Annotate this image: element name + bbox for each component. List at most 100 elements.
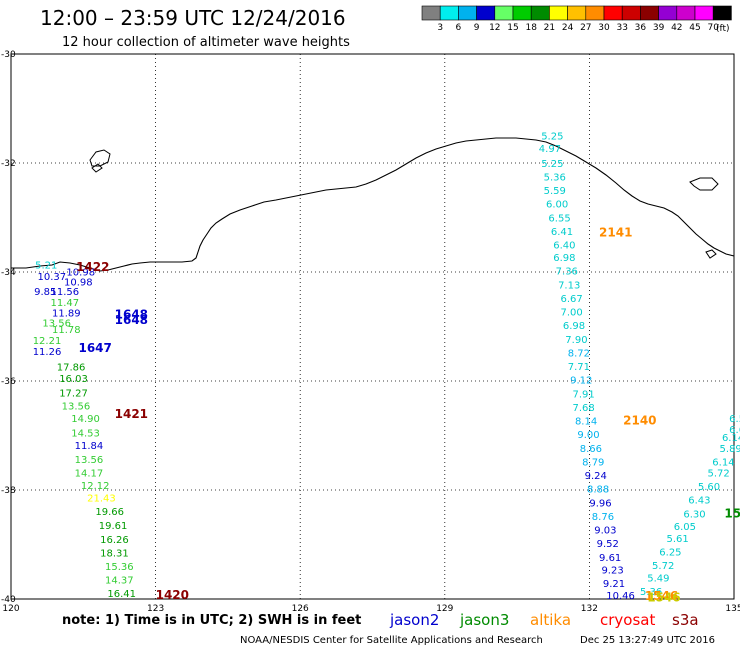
wave-height-value: 6.25 [659,547,681,558]
island-north [89,149,111,167]
colorbar-swatch [458,5,477,21]
colorbar-tick-label: 21 [544,23,555,33]
wave-height-value: 17.27 [59,388,88,399]
colorbar-swatch [640,5,659,21]
wave-height-value: 10.46 [606,591,635,602]
map-frame [10,53,735,600]
colorbar-tick-label: 70 [707,23,719,33]
wave-height-value: 6.05 [674,522,696,533]
wave-height-value: 11.84 [75,441,104,452]
latitude-tick-label: -36 [1,377,16,387]
satellite-legend-s3a: s3a [672,611,699,629]
colorbar-tick-label: 45 [689,23,700,33]
colorbar-swatch [439,5,459,21]
wave-height-value: 16.03 [59,374,88,385]
colorbar-legend: 3 6 9 12 15 18 21 24 27 30 33 36 39 42 45 70 [421,5,732,33]
wave-height-value: 7.00 [560,308,582,319]
wave-height-value: 8.14 [575,417,597,428]
wave-height-value: 12.12 [81,481,110,492]
wave-height-value: 11.89 [52,309,81,320]
satellite-legend: jason2 jason3 altika cryosat s3a [389,611,699,629]
wave-height-value: 10.37 [38,272,67,283]
wave-height-value: 9.61 [599,553,621,564]
satellite-legend-jason2: jason2 [389,611,439,629]
pass-time-label: 1647 [78,341,111,355]
satellite-legend-altika: altika [530,611,571,629]
colorbar-tick-label: 15 [507,23,518,33]
satellite-legend-jason3: jason3 [459,611,509,629]
colorbar-swatch [494,5,514,21]
wave-height-value: 13.56 [62,401,91,412]
colorbar-swatch [567,5,587,21]
wave-height-value: 15.36 [105,562,134,573]
wave-height-value: 7.36 [556,267,578,278]
island-north-small [91,163,103,173]
footer-note: note: 1) Time is in UTC; 2) SWH is in fe… [62,613,361,628]
colorbar-swatch [621,5,641,21]
latitude-tick-labels: -30 -32 -34 -36 -38 -40 [1,50,16,605]
colorbar-swatch [658,5,678,21]
wave-height-value: 6.55 [548,213,570,224]
colorbar-swatch [694,5,714,21]
wave-height-value: 14.17 [75,468,104,479]
colorbar-tick-label: 18 [525,23,537,33]
wave-height-value: 10.98 [66,267,95,278]
wave-height-value: 11.56 [51,287,80,298]
colorbar-tick-label: 3 [437,23,443,33]
pass-time-label: 1648 [115,307,148,321]
wave-height-value: 9.23 [601,565,623,576]
colorbar-tick-label: 30 [598,23,610,33]
pass-time-label: 1546 [645,589,678,603]
wave-height-value: 5.72 [707,468,729,479]
pass-time-label: 2141 [599,226,632,240]
wave-height-value: 5.61 [667,534,689,545]
wave-height-value: 17.86 [57,363,86,374]
colorbar-tick-label: 27 [580,23,591,33]
wave-height-value: 8.72 [568,348,590,359]
colorbar-units: (ft) [716,24,730,34]
wave-height-value: 5.72 [652,561,674,572]
footer-timestamp: Dec 25 13:27:49 UTC 2016 [580,635,715,646]
wave-height-value: 13.56 [42,319,71,330]
wave-height-value: 6.00 [546,200,568,211]
wave-height-value: 6.98 [553,253,575,264]
latitude-tick-label: -38 [1,486,16,496]
colorbar-swatch [421,5,441,21]
footer-credit: NOAA/NESDIS Center for Satellite Applica… [240,635,543,646]
colorbar-tick-label: 24 [562,23,574,33]
pass-time-label: 2140 [623,414,656,428]
wave-height-value: 11.47 [51,298,80,309]
colorbar-swatch [676,5,696,21]
colorbar-tick-label: 36 [635,23,647,33]
wave-height-value: 19.66 [95,507,124,518]
wave-height-value: 6.6 [729,425,740,436]
wave-height-value: 9.85 [34,287,56,298]
satellite-legend-cryosat: cryosat [600,611,655,629]
wave-height-value: 6.14 [712,457,734,468]
pass-time-labels: 1422164816481647142114202141214015461546… [76,226,740,605]
wave-height-value: 6.98 [563,321,585,332]
wave-height-value: 6.43 [688,496,710,507]
wave-height-value: 7.68 [573,403,595,414]
wave-height-value: 5.25 [541,159,563,170]
longitude-tick-label: 123 [147,604,164,614]
wave-height-value: 7.90 [565,335,587,346]
coastline [11,137,735,272]
wave-height-value: 5.59 [544,186,566,197]
longitude-tick-label: 120 [2,604,19,614]
wave-height-value: 6.40 [553,241,575,252]
wave-height-value: 7.13 [558,280,580,291]
wave-height-value: 9.12 [570,376,592,387]
map-title: 12:00 – 23:59 UTC 12/24/2016 [40,6,346,30]
colorbar-tick-label: 33 [616,23,627,33]
wave-height-value: 9.00 [577,430,599,441]
latitude-tick-label: -40 [1,595,16,605]
colorbar-swatch [530,5,550,21]
pass-time-label: 15 [724,506,740,520]
colorbar-tick-label: 6 [456,23,462,33]
island-east-small [705,249,717,259]
wave-height-value: 16.26 [100,535,129,546]
pass-time-label: 1648 [115,313,148,327]
pass-time-label: 1421 [115,407,148,421]
